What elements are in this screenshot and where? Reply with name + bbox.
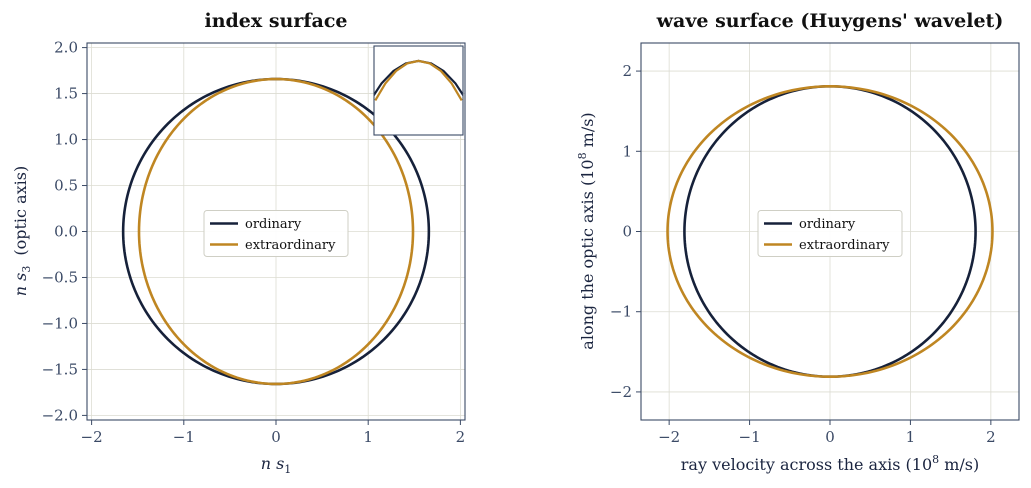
wave-xlabel-main: ray velocity across the axis (10 (681, 455, 932, 474)
index-inset-bg (374, 46, 463, 135)
index-ytick-label-2: −1.0 (42, 314, 78, 332)
wave-ylabel-main: along the optic axis (10 (578, 159, 597, 349)
index-xlabel: n s1 (261, 454, 292, 476)
index-xlabel-main: n s (261, 454, 285, 473)
index-legend: ordinary extraordinary (203, 210, 349, 257)
index-ytick-label-1: −1.5 (42, 360, 78, 378)
wave-legend-label-ordinary: ordinary (799, 217, 856, 232)
wave-legend: ordinary extraordinary (757, 210, 903, 257)
wave-legend-label-extraordinary: extraordinary (799, 238, 890, 253)
index-title: index surface (204, 10, 347, 32)
index-xtick-label-1: −1 (173, 428, 195, 446)
index-inset (373, 45, 464, 136)
index-xtick-label-3: 1 (363, 428, 373, 446)
index-ytick-label-5: 0.5 (54, 177, 78, 195)
index-xtick-label-2: 0 (271, 428, 281, 446)
wave-xtick-label-4: 2 (986, 428, 996, 446)
index-legend-label-ordinary: ordinary (245, 217, 302, 232)
index-ylabel-main: n s (11, 273, 30, 297)
index-legend-label-extraordinary: extraordinary (245, 238, 336, 253)
wave-ylabel-sup: 8 (576, 152, 589, 159)
wave-xlabel-sup: 8 (932, 453, 939, 466)
index-panel: −2 −1 0 1 2 −2.0 −1.5 −1.0 −0.5 0.0 0.5 1.0 1.5 2.0 in… (11, 10, 466, 476)
index-xtick-label-4: 2 (456, 428, 466, 446)
index-curves (121, 77, 431, 386)
index-ylabel: n s3 (optic axis) (11, 166, 33, 296)
index-inset-frame (373, 45, 464, 136)
wave-ylabel-suffix: m/s) (578, 112, 597, 152)
index-ytick-label-0: −2.0 (42, 406, 78, 424)
index-legend-box (203, 210, 349, 257)
wave-legend-box (757, 210, 903, 257)
index-inset-curve-extraordinary (374, 59, 463, 102)
wave-xtick-label-0: −2 (658, 428, 680, 446)
index-ytick-label-4: 0.0 (54, 223, 78, 241)
wave-curve-extraordinary (666, 85, 994, 378)
wave-panel: −2 −1 0 1 2 −2 −1 0 1 2 wave surface (Huygens' wav… (576, 10, 1020, 474)
index-curve-ordinary (121, 77, 431, 386)
wave-ylabel: along the optic axis (108 m/s) (576, 112, 597, 349)
index-ytick-label-7: 1.5 (54, 85, 78, 103)
wave-xtick-label-2: 0 (825, 428, 835, 446)
wave-ytick-label-4: 2 (622, 62, 632, 80)
index-ylabel-suffix: (optic axis) (11, 166, 30, 256)
index-xtick-label-0: −2 (81, 428, 103, 446)
index-ytick-label-3: −0.5 (42, 268, 78, 286)
wave-ytick-label-3: 1 (622, 142, 632, 160)
wave-xtick-label-1: −1 (739, 428, 761, 446)
wave-curve-ordinary (683, 85, 977, 378)
wave-xtick-label-3: 1 (906, 428, 916, 446)
index-curve-extraordinary (137, 77, 415, 386)
wave-ytick-label-1: −1 (610, 303, 632, 321)
index-xlabel-sub: 1 (284, 463, 291, 476)
index-inset-curves (374, 59, 463, 102)
index-ylabel-sub: 3 (20, 266, 33, 273)
wave-title: wave surface (Huygens' wavelet) (656, 10, 1004, 32)
wave-xlabel-suffix: m/s) (939, 455, 979, 474)
index-ytick-label-8: 2.0 (54, 39, 78, 57)
index-ytick-label-6: 1.0 (54, 131, 78, 149)
wave-xlabel: ray velocity across the axis (108 m/s) (681, 453, 979, 474)
wave-ytick-label-2: 0 (622, 223, 632, 241)
wave-ytick-label-0: −2 (610, 383, 632, 401)
wave-curves (666, 85, 994, 378)
